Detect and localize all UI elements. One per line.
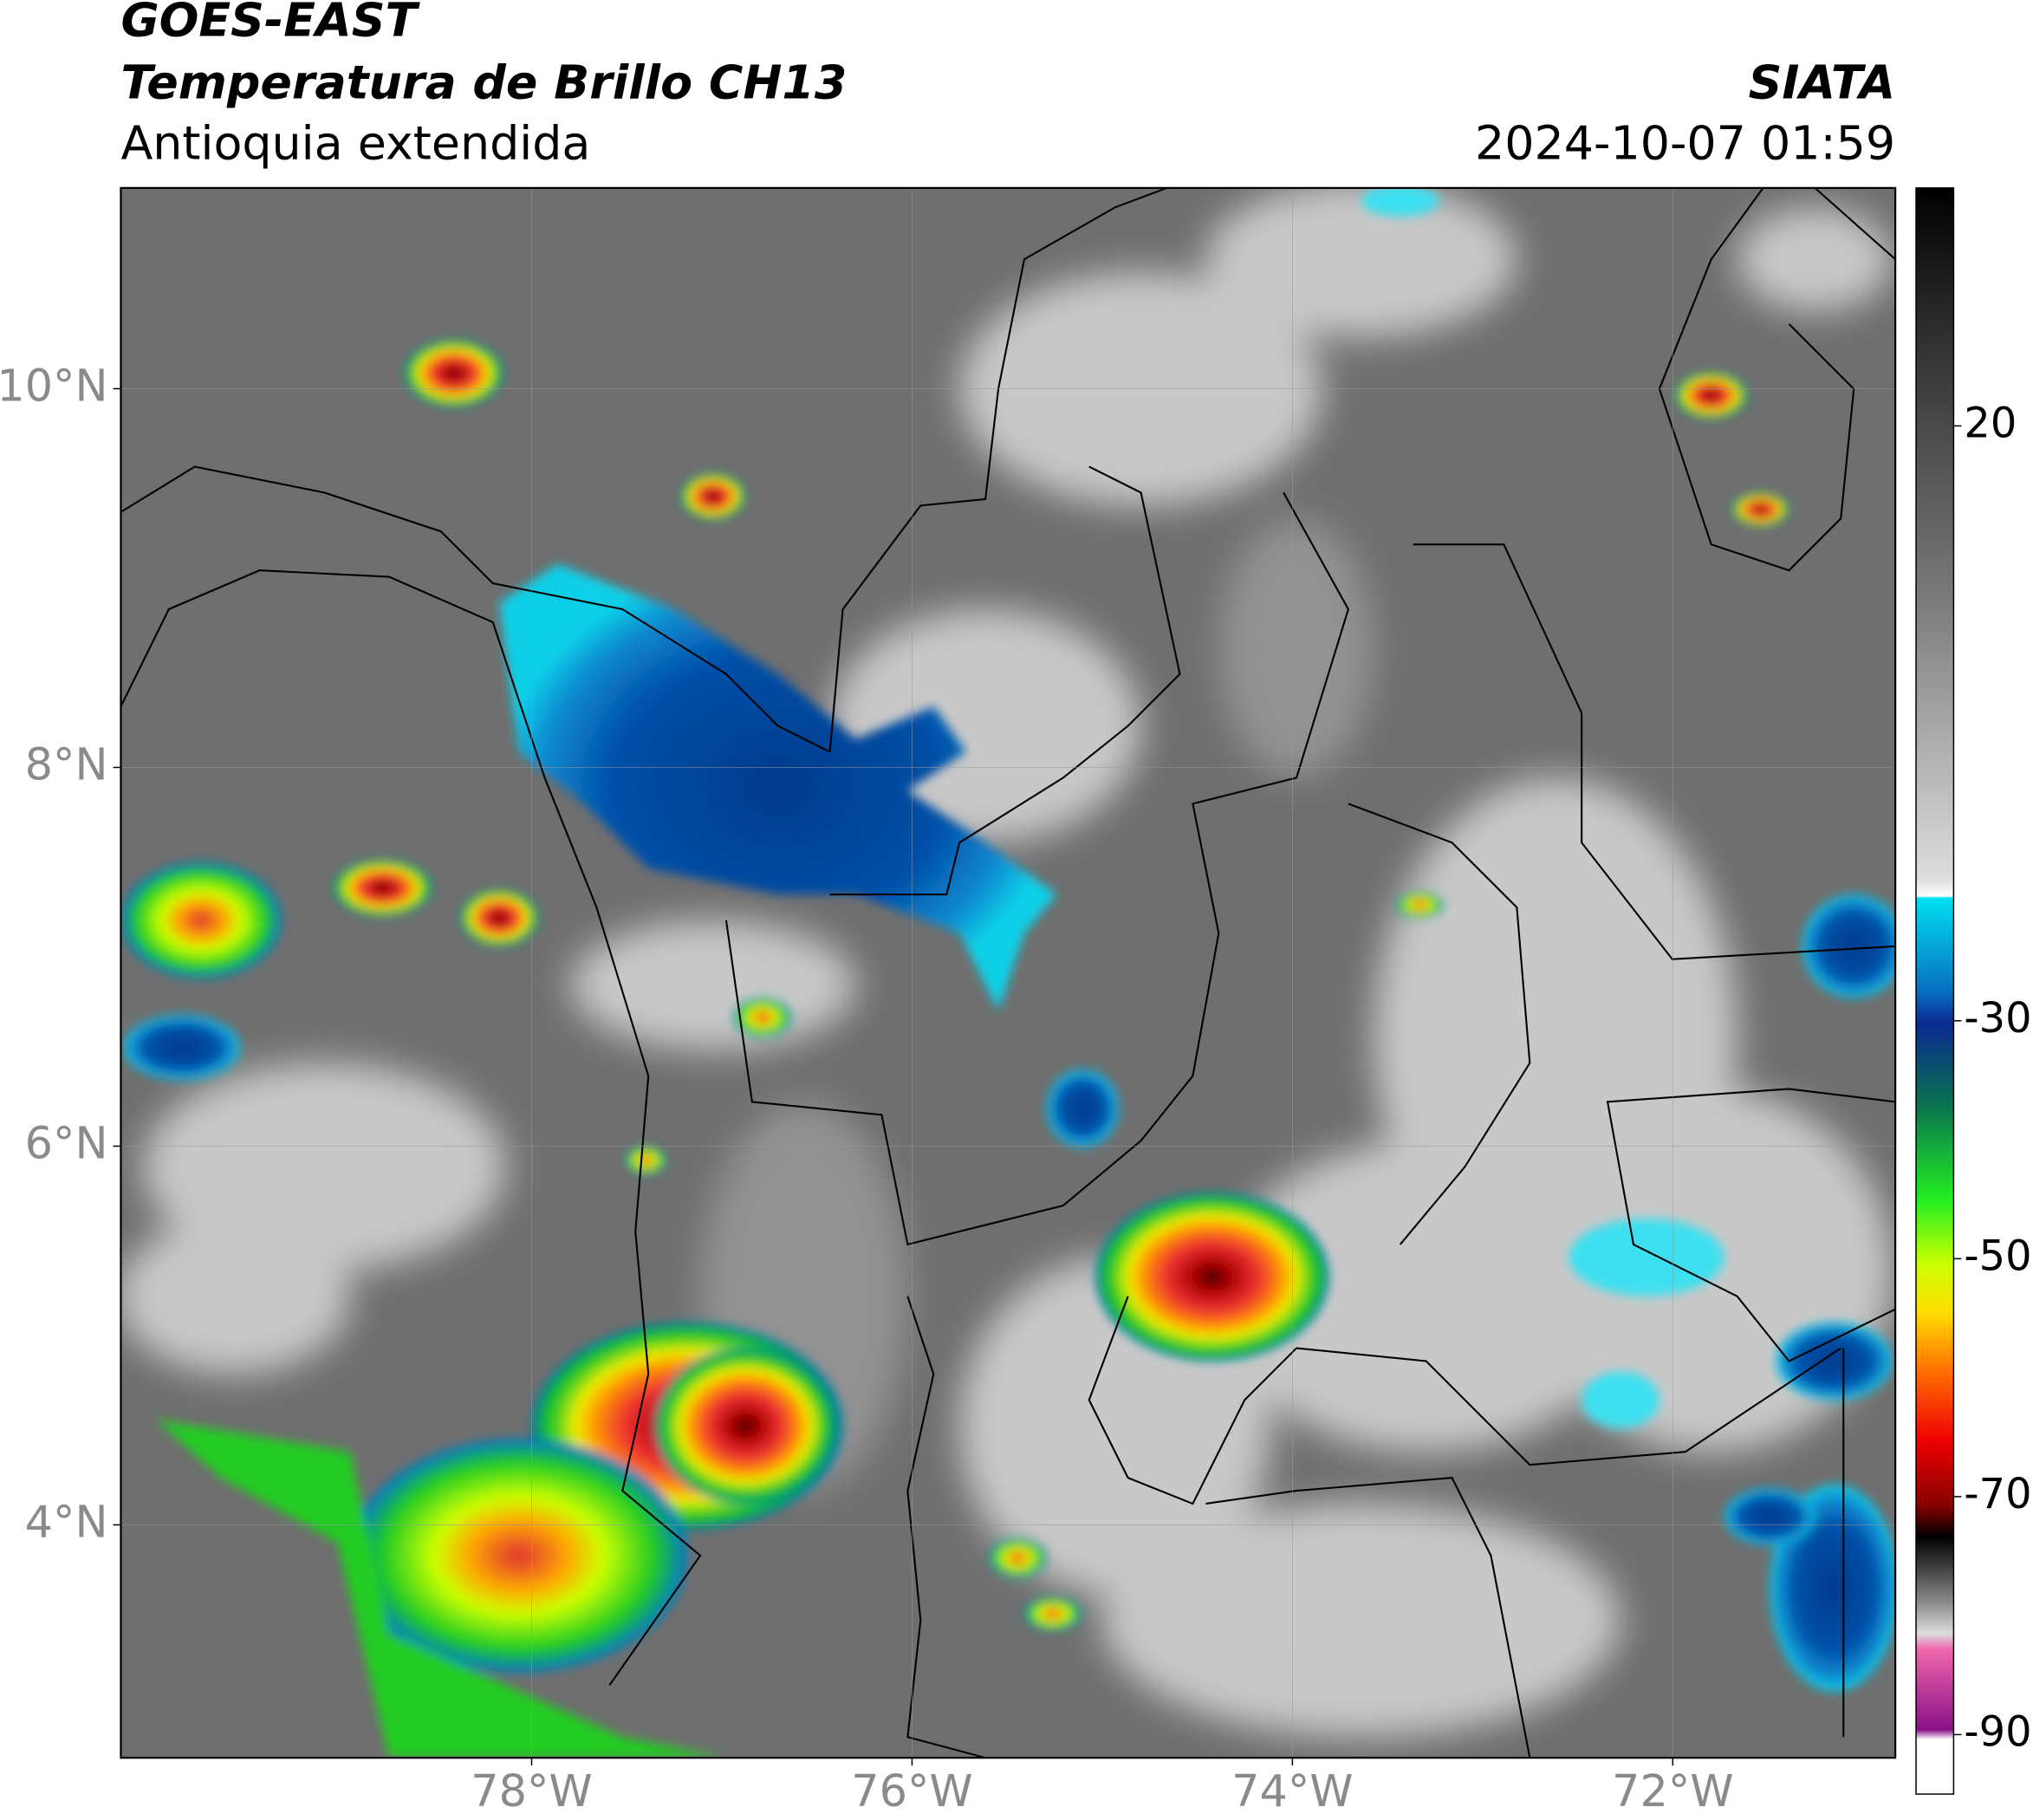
title: GOES-EAST: [120, 0, 420, 48]
x-tick-label: 78°W: [471, 1765, 592, 1817]
satellite-image: [120, 187, 1896, 1758]
colorbar-tick-label: -30: [1964, 995, 2031, 1043]
colorbar-tick-label: 20: [1964, 400, 2017, 447]
y-tick-label: 6°N: [25, 1117, 108, 1168]
y-tick-label: 8°N: [25, 738, 108, 790]
datetime: 2024-10-07 01:59: [1475, 116, 1895, 171]
colorbar-tick-label: -70: [1964, 1471, 2031, 1518]
x-tick-label: 76°W: [851, 1765, 972, 1817]
source: SIATA: [1749, 55, 1896, 109]
colorbar-tick-label: -50: [1964, 1232, 2031, 1280]
y-tick-label: 4°N: [25, 1496, 108, 1547]
x-tick-label: 72°W: [1612, 1765, 1733, 1817]
colorbar: [1915, 187, 1955, 1795]
region: Antioquia extendida: [120, 116, 590, 171]
y-tick-label: 10°N: [0, 360, 107, 411]
x-tick-label: 74°W: [1231, 1765, 1353, 1817]
subtitle: Temperatura de Brillo CH13: [120, 55, 847, 109]
colorbar-tick-label: -90: [1964, 1708, 2031, 1756]
map-frame: [120, 186, 1897, 1759]
